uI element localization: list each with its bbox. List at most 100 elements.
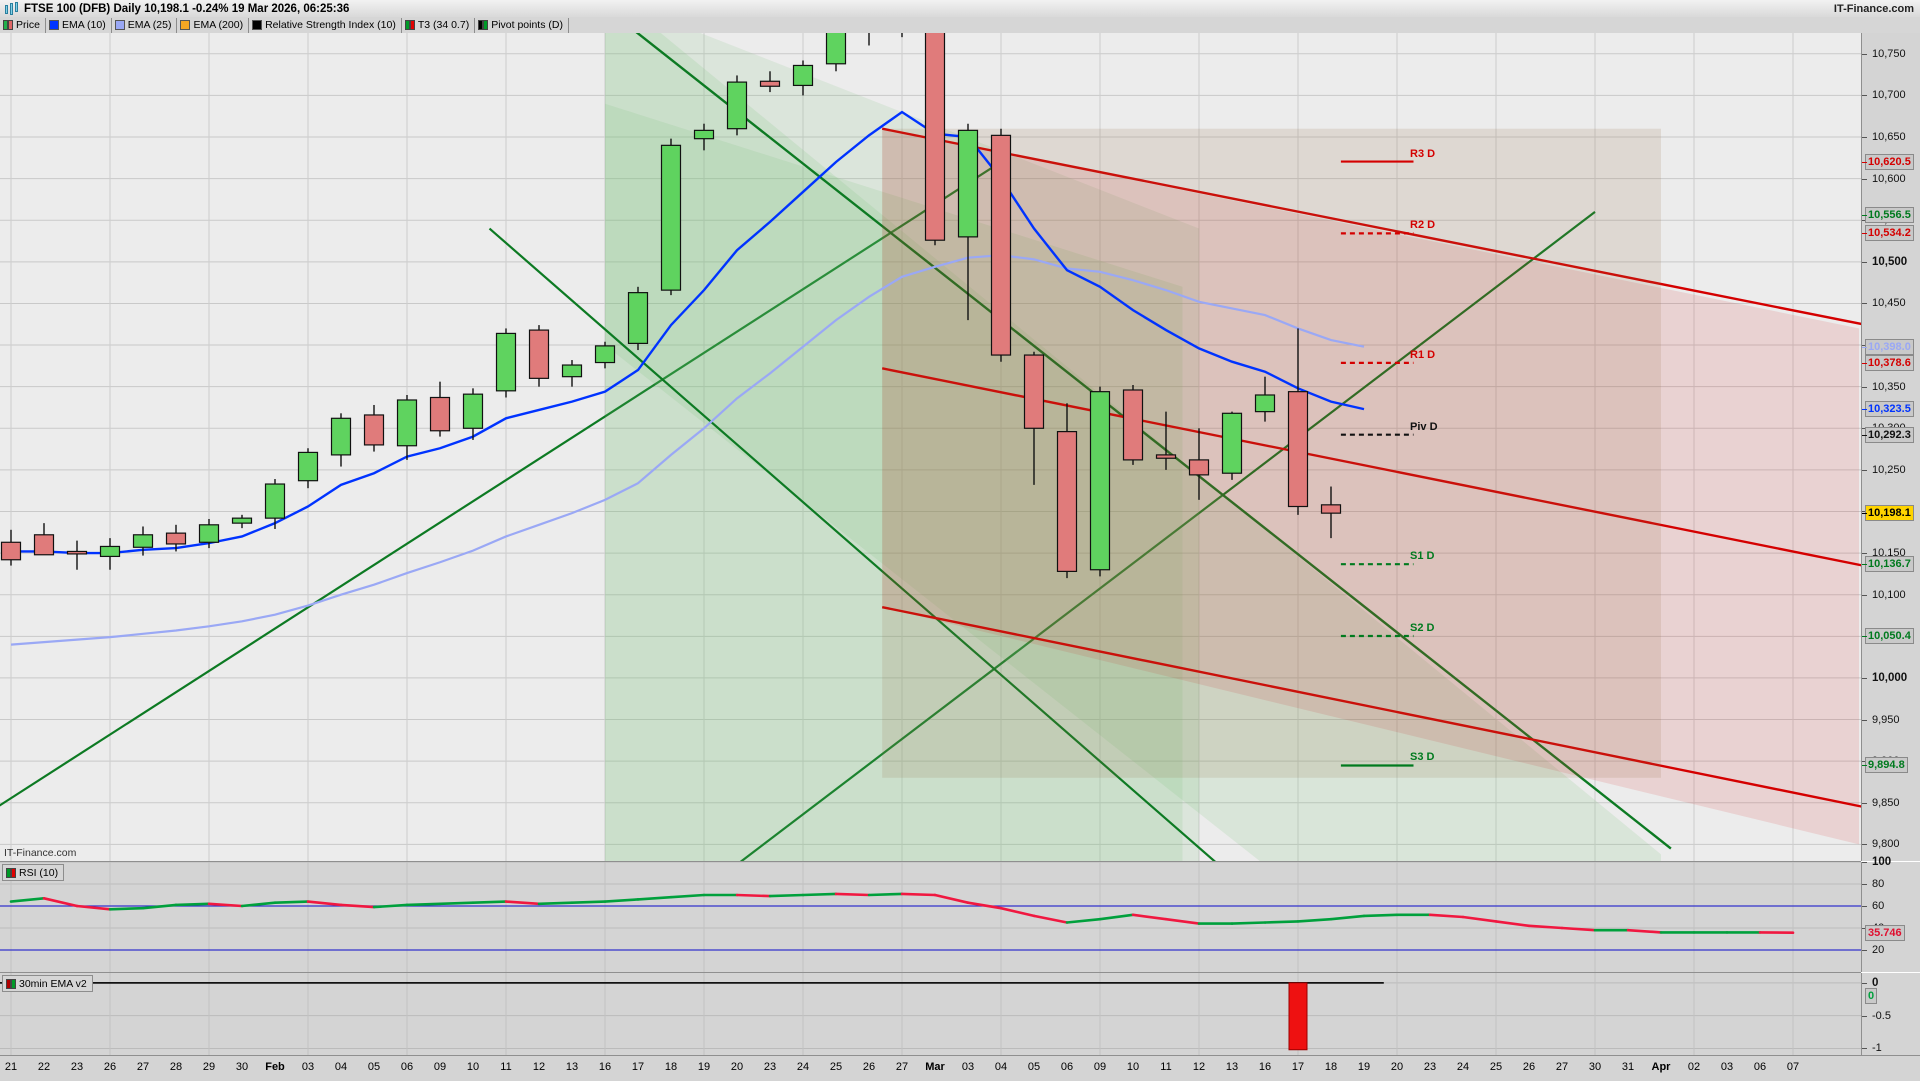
date-axis-label: Apr	[1652, 1061, 1671, 1073]
price-axis-tick-label: 9,800	[1872, 838, 1900, 850]
bottom-value-tag[interactable]: 0	[1865, 988, 1877, 1004]
axis-tick	[1862, 906, 1867, 907]
price-axis-tick-label: 10,100	[1872, 589, 1906, 601]
date-axis-label: 23	[1424, 1061, 1436, 1073]
s3-tag[interactable]: 9,894.8	[1865, 757, 1908, 773]
title-bar: FTSE 100 (DFB) Daily 10,198.1 -0.24% 19 …	[0, 0, 1920, 18]
bottom-indicator-canvas	[0, 973, 1861, 1055]
r2-tag[interactable]: 10,534.2	[1865, 225, 1914, 241]
axis-tick	[1862, 803, 1867, 804]
date-axis-label: 16	[599, 1061, 611, 1073]
rsi-background	[0, 862, 1861, 972]
price-axis-tick-label: 9,850	[1872, 797, 1900, 809]
legend-label: Pivot points (D)	[491, 19, 563, 31]
t3-up-tag[interactable]: 10,556.5	[1865, 207, 1914, 223]
s2-tag[interactable]: 10,050.4	[1865, 628, 1914, 644]
price-axis[interactable]: 10,75010,70010,65010,60010,55010,50010,4…	[1861, 33, 1920, 861]
candlestick	[662, 139, 681, 295]
price-swatch-icon	[3, 20, 13, 30]
date-axis-label: 05	[1028, 1061, 1040, 1073]
legend-item-ema10[interactable]: EMA (10)	[46, 18, 112, 33]
date-axis-label: 20	[731, 1061, 743, 1073]
bottom-sublegend[interactable]: 30min EMA v2	[2, 975, 93, 992]
date-axis-label: 19	[1358, 1061, 1370, 1073]
axis-tag-tick	[1862, 363, 1867, 364]
price-axis-tick-label: 10,700	[1872, 89, 1906, 101]
candlestick	[992, 129, 1011, 362]
axis-tick	[1862, 1048, 1867, 1049]
indicator-legend-bar: Price EMA (10) EMA (25) EMA (200) Relati…	[0, 17, 1920, 34]
date-axis-label: 10	[1127, 1061, 1139, 1073]
piv-tag[interactable]: 10,292.3	[1865, 427, 1914, 443]
candlestick	[629, 287, 648, 350]
rsi-axis-tick-label: 60	[1872, 900, 1884, 912]
date-axis-label: 17	[632, 1061, 644, 1073]
date-axis-label: 18	[665, 1061, 677, 1073]
legend-item-price[interactable]: Price	[0, 18, 46, 33]
date-axis-label: 03	[302, 1061, 314, 1073]
ema25-tag[interactable]: 10,398.0	[1865, 339, 1914, 355]
r1-tag[interactable]: 10,378.6	[1865, 355, 1914, 371]
legend-item-ema200[interactable]: EMA (200)	[177, 18, 249, 33]
legend-item-pivot[interactable]: Pivot points (D)	[475, 18, 569, 33]
ema200-swatch-icon	[180, 20, 190, 30]
rsi-value-tag[interactable]: 35.746	[1865, 925, 1905, 941]
last-price-tag[interactable]: 10,198.1	[1865, 505, 1914, 521]
legend-label: T3 (34 0.7)	[418, 19, 469, 31]
axis-tick	[1862, 470, 1867, 471]
rsi-axis[interactable]: 1008060402035.746	[1861, 862, 1920, 972]
date-axis-label: 25	[830, 1061, 842, 1073]
date-axis-label: 18	[1325, 1061, 1337, 1073]
ema10-swatch-icon	[49, 20, 59, 30]
price-chart-canvas	[0, 33, 1861, 861]
legend-item-ema25[interactable]: EMA (25)	[112, 18, 178, 33]
rsi-axis-tick-label: 80	[1872, 878, 1884, 890]
axis-tag-tick	[1862, 347, 1867, 348]
axis-tick	[1862, 884, 1867, 885]
date-axis-label: 09	[434, 1061, 446, 1073]
legend-label: EMA (25)	[128, 19, 172, 31]
r3-tag[interactable]: 10,620.5	[1865, 154, 1914, 170]
rsi-axis-tick-label: 100	[1872, 856, 1891, 868]
date-axis-label: 02	[1688, 1061, 1700, 1073]
price-axis-tick-label: 10,450	[1872, 297, 1906, 309]
candlestick	[497, 328, 516, 397]
date-axis-label: 11	[500, 1061, 511, 1073]
t3-swatch-icon	[405, 20, 415, 30]
legend-label: Price	[16, 19, 40, 31]
date-axis-label: 23	[764, 1061, 776, 1073]
date-axis-label: 13	[1226, 1061, 1238, 1073]
date-axis-label: Feb	[265, 1061, 285, 1073]
s1-tag[interactable]: 10,136.7	[1865, 556, 1914, 572]
bottom-sublegend-label: 30min EMA v2	[19, 978, 87, 990]
date-axis-label: 27	[137, 1061, 149, 1073]
date-axis-label: 23	[71, 1061, 83, 1073]
axis-tag-tick	[1862, 409, 1867, 410]
rsi-sublegend-label: RSI (10)	[19, 867, 58, 879]
date-axis-label: 30	[1589, 1061, 1601, 1073]
price-axis-tick-label: 9,950	[1872, 714, 1900, 726]
rsi-axis-tick-label: 20	[1872, 944, 1884, 956]
price-chart-panel[interactable]: IT-Finance.com	[0, 33, 1861, 862]
bottom-indicator-panel[interactable]	[0, 973, 1861, 1056]
rsi-sublegend[interactable]: RSI (10)	[2, 864, 64, 881]
axis-tick	[1862, 862, 1867, 863]
legend-item-rsi[interactable]: Relative Strength Index (10)	[249, 18, 402, 33]
axis-tick	[1862, 553, 1867, 554]
axis-tick	[1862, 387, 1867, 388]
legend-item-t3[interactable]: T3 (34 0.7)	[402, 18, 475, 33]
axis-tick	[1862, 303, 1867, 304]
date-axis-label: 29	[203, 1061, 215, 1073]
price-axis-tick-label: 10,500	[1872, 256, 1907, 268]
rsi-panel[interactable]	[0, 862, 1861, 973]
pivot-r3: R3 D	[1410, 148, 1435, 160]
legend-label: Relative Strength Index (10)	[265, 19, 396, 31]
price-axis-tick-label: 10,750	[1872, 48, 1906, 60]
date-axis-label: 24	[797, 1061, 809, 1073]
rsi-sublegend-swatch-icon	[6, 868, 16, 878]
ema10-tag[interactable]: 10,323.5	[1865, 401, 1914, 417]
pivot-swatch-icon	[478, 20, 488, 30]
